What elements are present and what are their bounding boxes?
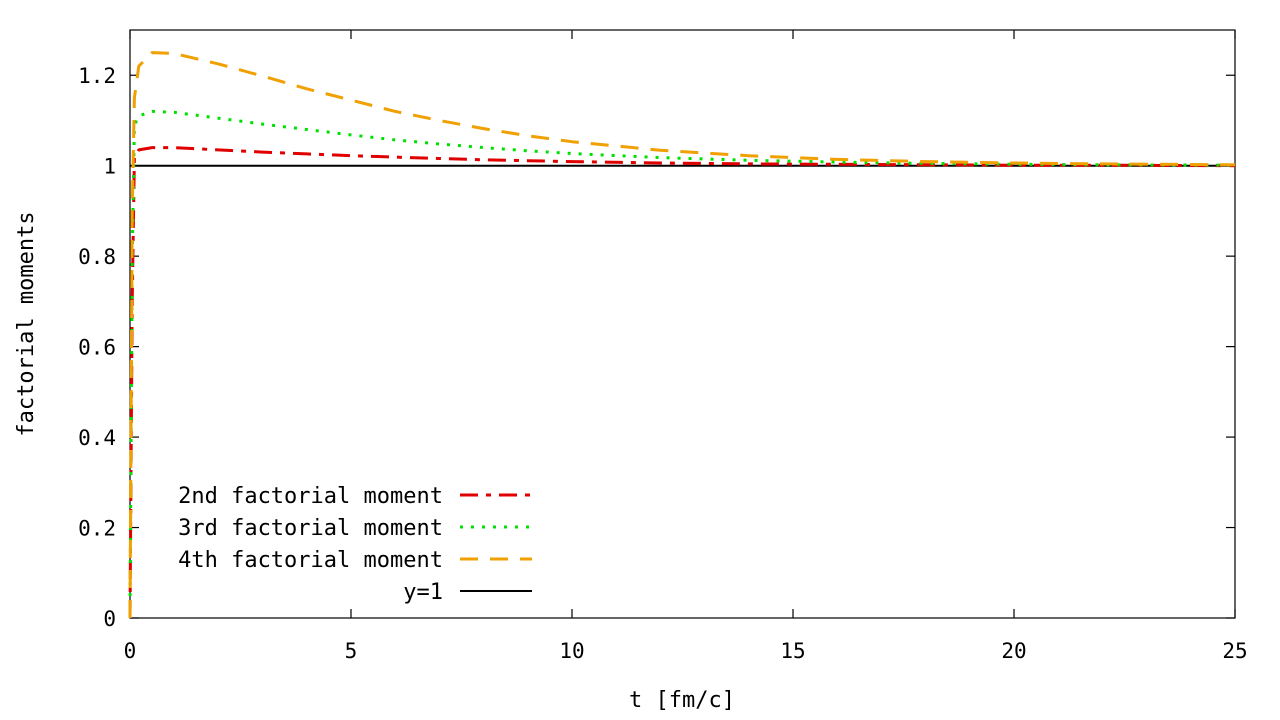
series-group <box>128 51 1236 619</box>
legend-label: 2nd factorial moment <box>178 484 443 509</box>
legend-label: 4th factorial moment <box>178 548 443 573</box>
legend-label: 3rd factorial moment <box>178 516 443 541</box>
y-tick-label: 0.4 <box>78 426 116 450</box>
y-tick-label: 0.6 <box>78 336 116 360</box>
y-tick-label: 0.2 <box>78 517 116 541</box>
x-tick-label: 15 <box>780 639 805 663</box>
legend: 2nd factorial moment 3rd factorial moment… <box>178 484 532 605</box>
tick-group: 0 5 10 15 20 25 0 0.2 0.4 0.6 0.8 1 1.2 <box>78 30 1248 663</box>
series-line-1 <box>128 146 1236 619</box>
series-line-2 <box>128 109 1236 619</box>
y-tick-label: 0.8 <box>78 245 116 269</box>
y-axis-title: factorial moments <box>14 211 39 436</box>
y-tick-label: 1 <box>103 155 116 179</box>
x-tick-label: 0 <box>124 639 137 663</box>
y-tick-label: 0 <box>103 607 116 631</box>
series-line-3 <box>128 51 1236 619</box>
x-tick-label: 20 <box>1001 639 1026 663</box>
legend-label: y=1 <box>403 580 443 605</box>
x-tick-label: 10 <box>559 639 584 663</box>
x-axis-title: t [fm/c] <box>629 688 735 713</box>
plot-frame <box>129 29 1236 619</box>
y-tick-label: 1.2 <box>78 64 116 88</box>
x-tick-label: 5 <box>345 639 358 663</box>
x-tick-label: 25 <box>1222 639 1247 663</box>
